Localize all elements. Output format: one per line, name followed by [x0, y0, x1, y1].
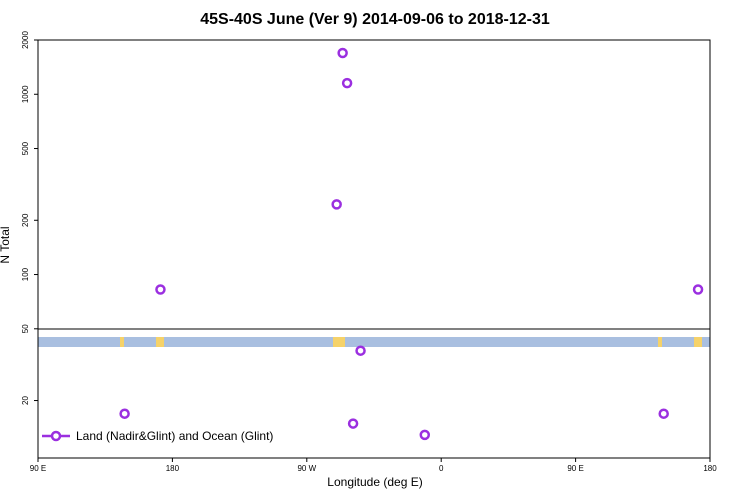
y-tick-label: 200: [21, 213, 30, 227]
point: [658, 408, 669, 419]
point: [119, 408, 130, 419]
point: [419, 429, 431, 441]
point: [692, 284, 704, 295]
y-tick-label: 20: [21, 396, 30, 405]
y-tick-label: 2000: [21, 31, 30, 49]
legend-marker: [50, 430, 62, 442]
land: [120, 337, 124, 347]
x-axis-label: Longitude (deg E): [327, 475, 422, 489]
point: [341, 77, 353, 89]
land: [658, 337, 662, 347]
point: [347, 418, 359, 429]
legend-label: Land (Nadir&Glint) and Ocean (Glint): [76, 429, 273, 443]
x-tick-label: 90 W: [297, 464, 316, 473]
y-tick-label: 100: [21, 267, 30, 281]
map-strip: [38, 337, 710, 347]
x-tick-label: 90 E: [30, 464, 46, 473]
x-tick-label: 90 E: [567, 464, 583, 473]
land: [694, 337, 702, 347]
x-tick-label: 180: [166, 464, 180, 473]
point: [337, 47, 348, 59]
y-tick-label: 1000: [21, 85, 30, 103]
chart-title: 45S-40S June (Ver 9) 2014-09-06 to 2018-…: [200, 11, 550, 28]
y-axis-label: N Total: [0, 226, 12, 263]
point: [155, 284, 166, 295]
x-tick-label: 180: [703, 464, 717, 473]
plot-frame: [37, 39, 711, 459]
x-tick-label: 0: [439, 464, 444, 473]
land: [333, 337, 345, 347]
y-tick-label: 500: [21, 141, 30, 155]
point: [331, 199, 342, 210]
y-tick-label: 50: [21, 324, 30, 333]
point: [355, 345, 366, 356]
land: [156, 337, 164, 347]
